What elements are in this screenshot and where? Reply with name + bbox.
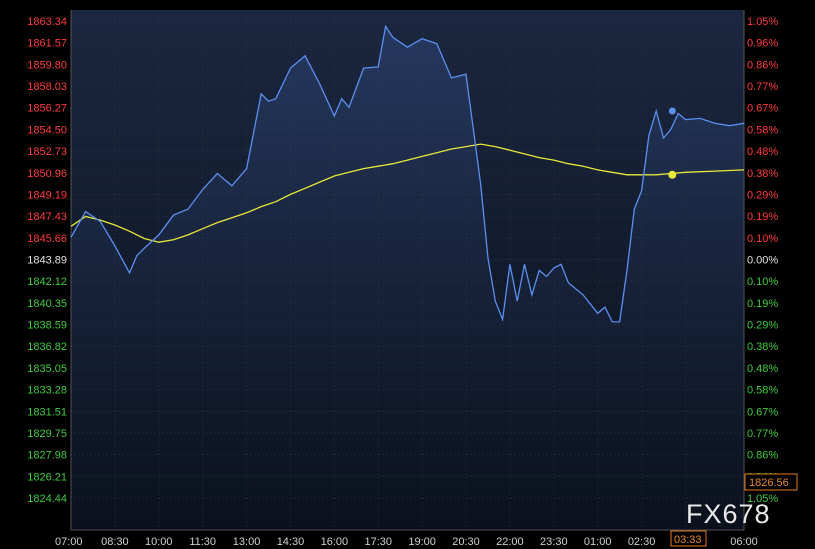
time-tick-label: 10:00 — [145, 536, 173, 548]
price-tick-label: 1824.44 — [27, 493, 67, 505]
price-tick-label: 1858.03 — [27, 81, 67, 93]
time-tick-label: 08:30 — [101, 536, 129, 548]
time-tick-label: 17:30 — [364, 536, 392, 548]
average-marker-dot — [668, 170, 677, 179]
percent-tick-label: 0.29% — [747, 320, 778, 332]
watermark-logo: FX678 — [686, 499, 771, 529]
price-tick-label: 1835.05 — [27, 363, 67, 375]
time-tick-label: 23:30 — [540, 536, 568, 548]
percent-tick-label: 0.77% — [747, 81, 778, 93]
time-tick-label: 19:00 — [408, 536, 436, 548]
percent-tick-label: 0.86% — [747, 59, 778, 71]
crosshair-price-label: 1826.56 — [749, 477, 789, 489]
percent-tick-label: 0.10% — [747, 233, 778, 245]
time-tick-label: 07:00 — [55, 536, 83, 548]
crosshair-time-label: 03:33 — [674, 534, 702, 546]
percent-tick-label: 0.96% — [747, 38, 778, 50]
percent-tick-label: 0.19% — [747, 211, 778, 223]
price-tick-label: 1838.59 — [27, 320, 67, 332]
average-price-line — [70, 143, 745, 243]
percent-tick-label: 0.00% — [747, 255, 778, 267]
price-tick-label: 1836.82 — [27, 341, 67, 353]
price-tick-label: 1852.73 — [27, 146, 67, 158]
time-tick-label: 22:00 — [496, 536, 524, 548]
percent-tick-label: 0.77% — [747, 428, 778, 440]
price-tick-label: 1826.21 — [27, 471, 67, 483]
price-tick-label: 1856.27 — [27, 103, 67, 115]
price-tick-label: 1845.66 — [27, 233, 67, 245]
percent-tick-label: 0.67% — [747, 103, 778, 115]
percent-tick-label: 0.48% — [747, 363, 778, 375]
percent-tick-label: 1.05% — [747, 16, 778, 28]
price-line — [70, 24, 745, 323]
price-tick-label: 1849.19 — [27, 189, 67, 201]
crosshair-price-box: 1826.56 — [744, 473, 798, 491]
price-marker-dot — [668, 107, 676, 115]
price-tick-label: 1829.75 — [27, 428, 67, 440]
percent-tick-label: 0.19% — [747, 298, 778, 310]
percent-tick-label: 0.29% — [747, 189, 778, 201]
percent-tick-label: 0.58% — [747, 385, 778, 397]
price-tick-label: 1847.43 — [27, 211, 67, 223]
price-tick-label: 1833.28 — [27, 385, 67, 397]
time-tick-label: 20:30 — [452, 536, 480, 548]
percent-tick-label: 1.05% — [747, 493, 778, 505]
percent-tick-label: 0.86% — [747, 450, 778, 462]
crosshair-markers — [668, 107, 677, 179]
time-tick-label: 06:00 — [730, 536, 758, 548]
price-tick-label: 1831.51 — [27, 406, 67, 418]
price-tick-label: 1863.34 — [27, 16, 67, 28]
percent-tick-label: 0.67% — [747, 406, 778, 418]
price-tick-label: 1840.35 — [27, 298, 67, 310]
time-tick-label: 14:30 — [277, 536, 305, 548]
price-tick-label: 1861.57 — [27, 38, 67, 50]
price-tick-label: 1827.98 — [27, 450, 67, 462]
percent-tick-label: 0.10% — [747, 276, 778, 288]
time-axis: 07:00 08:30 10:00 11:30 13:00 14:30 16:00 17:30… — [55, 536, 758, 548]
percent-tick-label: 0.38% — [747, 168, 778, 180]
price-tick-label: 1859.80 — [27, 59, 67, 71]
price-area-fill — [71, 26, 744, 531]
price-tick-label: 1843.89 — [27, 255, 67, 267]
right-percent-axis: 1.05% 0.96% 0.86% 0.77% 0.67% 0.58% 0.48% 0.38%… — [747, 16, 778, 505]
percent-tick-label: 0.58% — [747, 124, 778, 136]
left-price-axis: 1863.34 1861.57 1859.80 1858.03 1856.27 1854.… — [27, 16, 67, 505]
time-tick-label: 13:00 — [233, 536, 261, 548]
crosshair-time-box: 03:33 — [670, 530, 707, 547]
price-tick-label: 1842.12 — [27, 276, 67, 288]
time-tick-label: 16:00 — [321, 536, 349, 548]
time-tick-label: 01:00 — [584, 536, 612, 548]
time-tick-label: 02:30 — [628, 536, 656, 548]
price-tick-label: 1850.96 — [27, 168, 67, 180]
price-tick-label: 1854.50 — [27, 124, 67, 136]
percent-tick-label: 0.48% — [747, 146, 778, 158]
percent-tick-label: 0.38% — [747, 341, 778, 353]
time-tick-label: 11:30 — [189, 536, 216, 548]
